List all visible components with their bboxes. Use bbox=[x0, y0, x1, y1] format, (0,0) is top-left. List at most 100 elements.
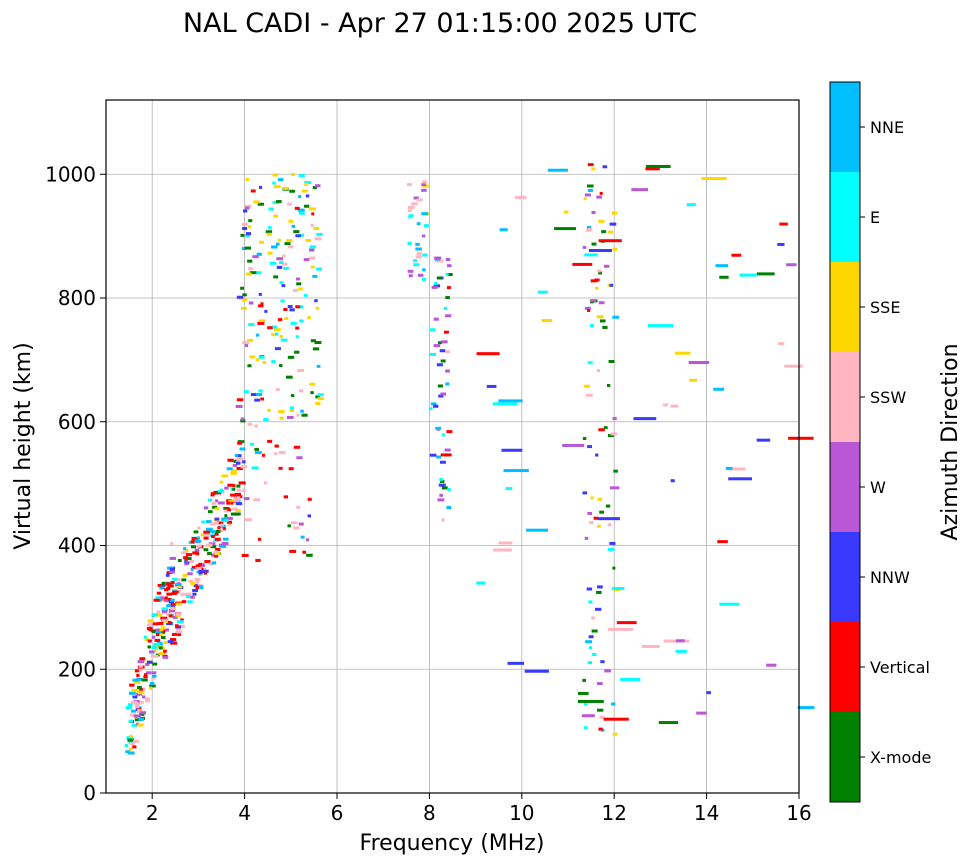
data-point bbox=[129, 683, 135, 687]
data-point bbox=[162, 618, 169, 622]
data-point bbox=[291, 224, 296, 228]
data-point bbox=[213, 554, 219, 558]
data-point bbox=[431, 285, 438, 289]
data-point bbox=[268, 226, 272, 230]
data-point bbox=[169, 638, 177, 642]
data-point bbox=[258, 185, 263, 189]
data-point bbox=[686, 203, 696, 207]
data-point bbox=[498, 399, 523, 403]
data-point bbox=[313, 227, 320, 231]
data-point bbox=[436, 363, 443, 367]
data-point bbox=[247, 225, 252, 229]
data-point bbox=[240, 233, 245, 237]
data-point bbox=[255, 393, 263, 397]
data-point bbox=[586, 587, 593, 591]
data-point bbox=[198, 562, 203, 566]
data-point bbox=[608, 434, 614, 438]
data-point bbox=[274, 347, 281, 351]
data-point bbox=[596, 682, 603, 686]
data-point bbox=[160, 596, 165, 600]
data-point bbox=[407, 241, 412, 245]
data-point bbox=[141, 678, 148, 682]
data-point bbox=[192, 537, 197, 541]
data-point bbox=[263, 481, 268, 485]
data-point bbox=[140, 687, 146, 691]
data-point bbox=[296, 505, 301, 509]
data-point bbox=[607, 547, 615, 551]
data-point bbox=[725, 466, 733, 470]
data-point bbox=[433, 317, 439, 321]
colorbar-segment bbox=[830, 172, 860, 262]
data-point bbox=[309, 245, 316, 249]
data-point bbox=[584, 306, 591, 310]
data-point bbox=[298, 389, 304, 393]
data-point bbox=[253, 498, 261, 502]
data-point bbox=[203, 530, 210, 534]
colorbar-frame bbox=[829, 81, 861, 803]
colorbar-segment bbox=[830, 712, 860, 802]
data-point bbox=[273, 275, 279, 279]
data-point bbox=[212, 505, 218, 509]
data-point bbox=[596, 195, 602, 199]
data-point bbox=[177, 558, 182, 562]
data-point bbox=[125, 750, 130, 754]
data-point bbox=[272, 325, 277, 329]
data-point bbox=[273, 328, 281, 332]
data-point bbox=[221, 474, 229, 478]
data-point bbox=[216, 521, 224, 525]
data-point bbox=[155, 596, 161, 600]
data-point bbox=[443, 306, 448, 310]
data-point bbox=[289, 549, 297, 553]
data-point bbox=[437, 259, 444, 263]
data-point bbox=[440, 453, 448, 457]
data-point bbox=[244, 234, 251, 238]
data-point bbox=[211, 561, 217, 565]
data-point bbox=[284, 242, 291, 246]
colorbar-segment bbox=[830, 442, 860, 532]
data-point bbox=[603, 426, 608, 430]
data-point bbox=[283, 266, 289, 270]
data-point bbox=[590, 323, 594, 327]
data-point bbox=[227, 458, 234, 462]
data-point bbox=[152, 662, 158, 666]
data-point bbox=[128, 719, 134, 723]
data-point bbox=[129, 734, 133, 738]
data-point bbox=[440, 359, 446, 363]
data-point bbox=[600, 660, 605, 664]
data-point bbox=[175, 583, 182, 587]
data-point bbox=[176, 620, 184, 624]
data-point bbox=[433, 344, 441, 348]
data-point bbox=[435, 259, 439, 263]
data-point bbox=[161, 610, 168, 614]
data-point bbox=[250, 189, 256, 193]
data-point bbox=[159, 586, 165, 590]
data-point bbox=[131, 709, 136, 713]
data-point bbox=[240, 417, 245, 421]
data-point bbox=[168, 620, 172, 624]
data-point bbox=[272, 200, 279, 204]
data-point bbox=[170, 581, 175, 585]
data-point bbox=[422, 180, 428, 184]
data-point bbox=[277, 238, 281, 242]
colorbar-segment bbox=[830, 532, 860, 622]
data-point bbox=[597, 269, 602, 273]
data-point bbox=[433, 284, 441, 288]
data-point bbox=[257, 321, 265, 325]
data-point bbox=[273, 214, 279, 218]
x-tick-label: 12 bbox=[601, 801, 626, 825]
data-point bbox=[275, 388, 280, 392]
data-point bbox=[209, 562, 214, 566]
data-point bbox=[289, 189, 295, 193]
data-point bbox=[603, 717, 629, 721]
data-point bbox=[717, 540, 728, 544]
data-point bbox=[583, 197, 587, 201]
data-point bbox=[258, 292, 262, 296]
data-point bbox=[293, 526, 300, 530]
chart-title: NAL CADI - Apr 27 01:15:00 2025 UTC bbox=[183, 8, 697, 39]
data-point bbox=[591, 629, 598, 633]
data-point bbox=[599, 510, 605, 514]
data-point bbox=[128, 691, 136, 695]
data-point bbox=[222, 537, 229, 541]
data-point bbox=[689, 378, 698, 382]
data-point bbox=[295, 326, 300, 330]
